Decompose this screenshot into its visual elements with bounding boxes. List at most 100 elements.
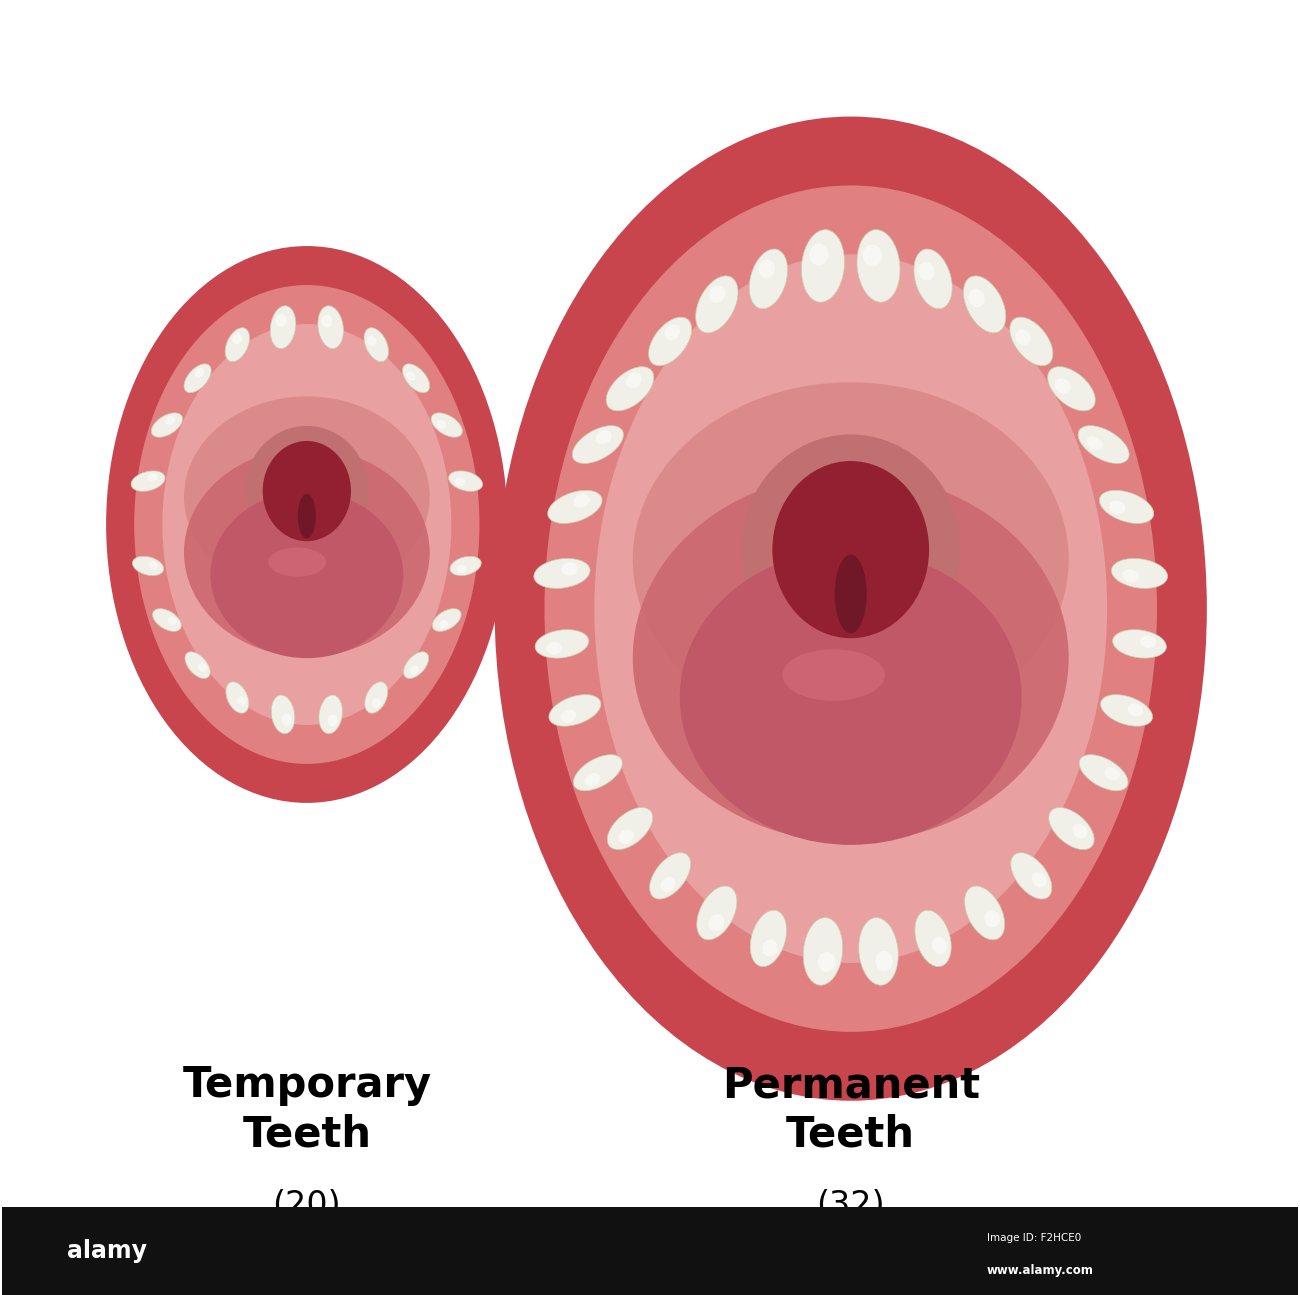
Ellipse shape bbox=[268, 548, 326, 576]
Ellipse shape bbox=[151, 413, 182, 438]
Ellipse shape bbox=[625, 373, 642, 388]
Ellipse shape bbox=[211, 491, 403, 658]
Ellipse shape bbox=[403, 364, 430, 392]
Ellipse shape bbox=[772, 461, 929, 638]
Ellipse shape bbox=[545, 185, 1157, 1032]
Ellipse shape bbox=[619, 829, 634, 844]
Ellipse shape bbox=[281, 714, 291, 725]
Ellipse shape bbox=[263, 440, 351, 541]
Ellipse shape bbox=[857, 229, 900, 302]
Text: Image ID: F2HCE0: Image ID: F2HCE0 bbox=[987, 1233, 1082, 1243]
Ellipse shape bbox=[432, 413, 463, 438]
Ellipse shape bbox=[321, 315, 333, 328]
Ellipse shape bbox=[680, 549, 1022, 844]
Ellipse shape bbox=[547, 491, 602, 523]
Ellipse shape bbox=[549, 694, 601, 726]
Ellipse shape bbox=[226, 681, 248, 714]
Ellipse shape bbox=[185, 651, 211, 679]
Ellipse shape bbox=[1078, 426, 1130, 464]
Ellipse shape bbox=[534, 558, 590, 588]
Ellipse shape bbox=[1054, 378, 1070, 394]
Ellipse shape bbox=[1101, 694, 1153, 726]
Ellipse shape bbox=[406, 372, 416, 381]
Ellipse shape bbox=[750, 910, 786, 966]
Ellipse shape bbox=[968, 289, 985, 307]
Ellipse shape bbox=[1140, 636, 1156, 648]
Ellipse shape bbox=[572, 426, 624, 464]
Ellipse shape bbox=[633, 474, 1069, 842]
Ellipse shape bbox=[410, 666, 419, 675]
Ellipse shape bbox=[863, 245, 881, 267]
Ellipse shape bbox=[918, 262, 935, 281]
Ellipse shape bbox=[148, 561, 159, 570]
Ellipse shape bbox=[759, 260, 775, 278]
Ellipse shape bbox=[1049, 808, 1095, 850]
Ellipse shape bbox=[195, 368, 204, 378]
Ellipse shape bbox=[560, 710, 576, 723]
Ellipse shape bbox=[649, 317, 692, 365]
Ellipse shape bbox=[1015, 329, 1031, 346]
Ellipse shape bbox=[367, 335, 377, 346]
Ellipse shape bbox=[448, 471, 482, 491]
Ellipse shape bbox=[433, 609, 462, 632]
Ellipse shape bbox=[573, 755, 623, 791]
Ellipse shape bbox=[585, 773, 601, 786]
Ellipse shape bbox=[1011, 852, 1052, 899]
Ellipse shape bbox=[783, 649, 885, 701]
Ellipse shape bbox=[803, 918, 842, 985]
Ellipse shape bbox=[147, 473, 157, 482]
Text: Permanent
Teeth: Permanent Teeth bbox=[722, 1064, 980, 1155]
Ellipse shape bbox=[364, 328, 389, 361]
Ellipse shape bbox=[1127, 703, 1143, 716]
Ellipse shape bbox=[198, 663, 207, 672]
Ellipse shape bbox=[372, 698, 381, 708]
Ellipse shape bbox=[1079, 755, 1128, 791]
Ellipse shape bbox=[594, 254, 1108, 963]
Ellipse shape bbox=[133, 557, 164, 575]
Ellipse shape bbox=[1048, 366, 1096, 411]
Ellipse shape bbox=[708, 914, 724, 931]
Ellipse shape bbox=[696, 276, 738, 333]
Ellipse shape bbox=[276, 313, 286, 326]
Ellipse shape bbox=[494, 117, 1206, 1101]
Ellipse shape bbox=[270, 306, 296, 348]
Ellipse shape bbox=[573, 493, 590, 508]
Ellipse shape bbox=[708, 285, 725, 303]
Ellipse shape bbox=[697, 886, 737, 940]
Ellipse shape bbox=[984, 910, 1000, 927]
Ellipse shape bbox=[650, 852, 690, 899]
Ellipse shape bbox=[298, 493, 316, 539]
Ellipse shape bbox=[185, 396, 430, 597]
Ellipse shape bbox=[1112, 558, 1167, 588]
Ellipse shape bbox=[1072, 824, 1088, 838]
Ellipse shape bbox=[1109, 501, 1126, 514]
Ellipse shape bbox=[963, 276, 1006, 333]
Ellipse shape bbox=[1113, 629, 1166, 658]
Ellipse shape bbox=[660, 877, 675, 892]
Ellipse shape bbox=[244, 426, 369, 557]
Ellipse shape bbox=[607, 808, 653, 850]
Ellipse shape bbox=[152, 609, 182, 632]
Ellipse shape bbox=[965, 886, 1005, 940]
Ellipse shape bbox=[107, 246, 507, 803]
Ellipse shape bbox=[546, 642, 563, 654]
Ellipse shape bbox=[225, 328, 250, 361]
Ellipse shape bbox=[185, 448, 430, 657]
Ellipse shape bbox=[835, 554, 867, 633]
Ellipse shape bbox=[932, 938, 948, 954]
Ellipse shape bbox=[233, 333, 242, 344]
Ellipse shape bbox=[1087, 436, 1102, 451]
Ellipse shape bbox=[818, 952, 836, 973]
Ellipse shape bbox=[165, 416, 176, 425]
Bar bbox=[3, 1207, 1297, 1295]
Ellipse shape bbox=[1032, 873, 1046, 887]
Ellipse shape bbox=[318, 695, 342, 734]
Ellipse shape bbox=[237, 697, 246, 706]
Ellipse shape bbox=[403, 651, 429, 679]
Ellipse shape bbox=[162, 324, 451, 725]
Ellipse shape bbox=[810, 243, 828, 265]
Ellipse shape bbox=[1100, 491, 1153, 523]
Ellipse shape bbox=[450, 557, 481, 575]
Ellipse shape bbox=[1010, 317, 1053, 365]
Ellipse shape bbox=[633, 382, 1069, 737]
